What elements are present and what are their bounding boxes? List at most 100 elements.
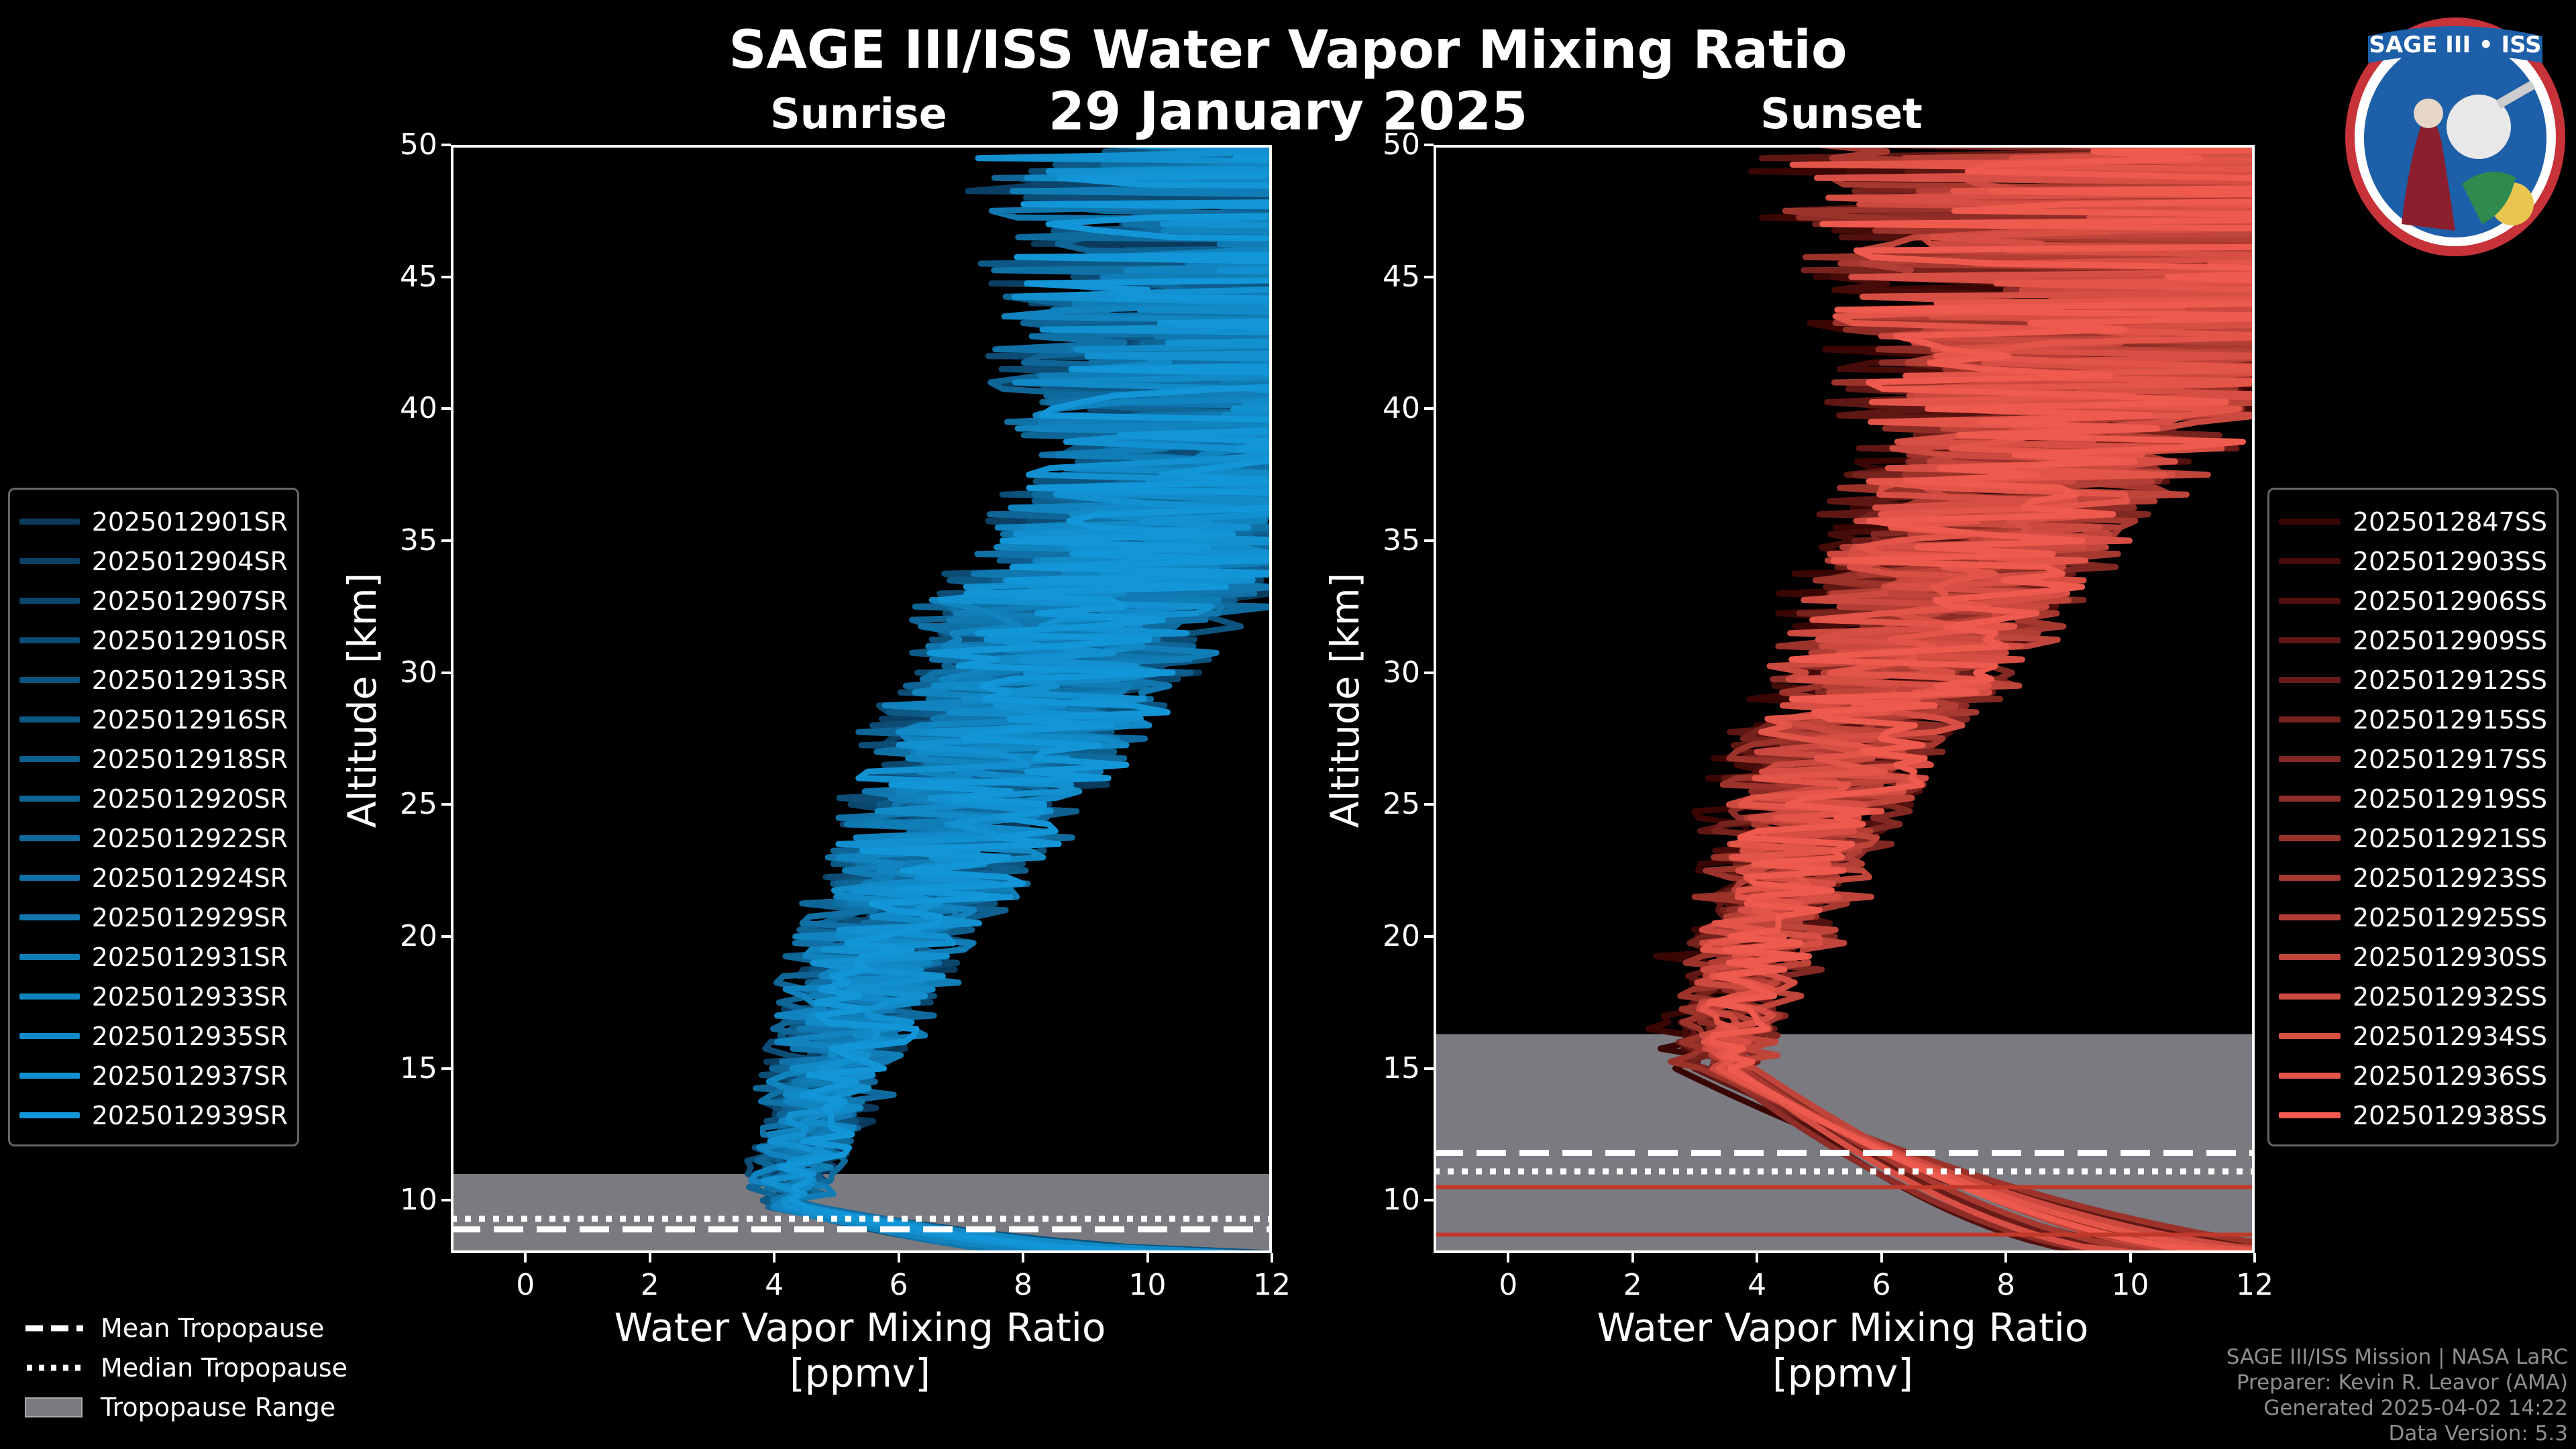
legend-swatch	[2279, 716, 2341, 722]
dotted-line-icon	[27, 1364, 83, 1371]
y-tick-mark	[441, 803, 451, 806]
legend-item-2025012901SR: 2025012901SR	[19, 502, 288, 541]
x-tick-label: 6	[889, 1268, 908, 1302]
legend-label: 2025012909SS	[2352, 625, 2547, 655]
legend-label: 2025012919SS	[2352, 784, 2547, 814]
logo-figure-head	[2414, 99, 2443, 128]
legend-label: 2025012934SS	[2352, 1021, 2547, 1051]
legend-item-2025012847SS: 2025012847SS	[2279, 502, 2547, 541]
y-tick-mark	[1424, 1067, 1434, 1070]
sunrise-legend: 2025012901SR 2025012904SR 2025012907SR 2025…	[8, 488, 299, 1146]
legend-swatch	[2279, 954, 2341, 960]
legend-label: 2025012922SR	[91, 823, 288, 853]
x-tick-mark	[524, 1253, 527, 1263]
y-tick-label: 45	[400, 259, 437, 294]
y-tick-mark	[441, 1067, 451, 1070]
x-tick-mark	[2253, 1253, 2256, 1263]
legend-swatch	[19, 994, 80, 1000]
legend-swatch	[2279, 994, 2341, 1000]
legend-swatch	[2279, 835, 2341, 841]
legend-label: 2025012847SS	[2352, 506, 2547, 537]
x-tick-mark	[1022, 1253, 1025, 1263]
legend-swatch	[19, 1112, 80, 1118]
y-tick-label: 15	[400, 1051, 437, 1085]
y-tick-label: 30	[1383, 655, 1420, 690]
sunset-x-label: Water Vapor Mixing Ratio [ppmv]	[1597, 1305, 2089, 1397]
legend-item-2025012910SR: 2025012910SR	[19, 621, 288, 660]
legend-swatch	[19, 875, 80, 881]
y-tick-label: 45	[1383, 259, 1420, 294]
sage-iss-logo: SAGE III • ISS	[2345, 17, 2565, 256]
x-tick-mark	[2004, 1253, 2008, 1263]
y-tick-label: 10	[400, 1183, 437, 1218]
legend-mean-tropopause: Mean Tropopause	[24, 1308, 347, 1348]
legend-label: 2025012906SS	[2352, 586, 2547, 616]
legend-tropopause-range: Tropopause Range	[24, 1387, 347, 1427]
logo-banner	[2368, 26, 2542, 63]
x-tick-label: 10	[2111, 1268, 2149, 1302]
legend-item-2025012904SR: 2025012904SR	[19, 541, 288, 581]
sunset-legend: 2025012847SS 2025012903SS 2025012906SS 2025…	[2267, 488, 2559, 1146]
legend-item-2025012931SR: 2025012931SR	[19, 937, 288, 977]
y-tick-mark	[1424, 275, 1434, 278]
legend-item-2025012919SS: 2025012919SS	[2279, 779, 2547, 818]
logo-figure-icon	[2402, 119, 2455, 231]
legend-label: 2025012923SS	[2352, 863, 2547, 893]
plot-area	[451, 145, 1272, 1253]
legend-swatch	[2279, 1112, 2341, 1118]
legend-item-2025012937SR: 2025012937SR	[19, 1056, 288, 1095]
legend-item-2025012934SS: 2025012934SS	[2279, 1016, 2547, 1056]
y-tick-label: 20	[400, 919, 437, 953]
legend-item-2025012915SS: 2025012915SS	[2279, 700, 2547, 739]
x-tick-label: 12	[2236, 1268, 2273, 1302]
x-tick-label: 0	[516, 1268, 535, 1302]
legend-item-2025012933SR: 2025012933SR	[19, 977, 288, 1016]
legend-item-2025012939SR: 2025012939SR	[19, 1095, 288, 1135]
x-tick-mark	[1507, 1253, 1510, 1263]
legend-swatch	[2279, 1073, 2341, 1079]
x-tick-mark	[1631, 1253, 1634, 1263]
legend-label: 2025012907SR	[91, 586, 288, 616]
legend-label: 2025012903SS	[2352, 546, 2547, 576]
x-tick-mark	[1271, 1253, 1273, 1263]
legend-swatch	[2279, 558, 2341, 564]
y-tick-mark	[441, 1199, 451, 1202]
legend-label: 2025012929SR	[91, 902, 288, 932]
legend-label: 2025012916SR	[91, 704, 288, 735]
y-tick-mark	[441, 144, 451, 146]
y-tick-mark	[441, 539, 451, 542]
x-tick-mark	[897, 1253, 900, 1263]
sunrise-y-label: Altitude [km]	[339, 572, 385, 828]
figure-date: 29 January 2025	[1048, 82, 1528, 142]
legend-swatch	[2279, 796, 2341, 802]
plot-area	[1434, 145, 2255, 1253]
legend-label: 2025012925SS	[2352, 902, 2547, 932]
legend-swatch	[19, 716, 80, 722]
legend-label: 2025012913SR	[91, 665, 288, 695]
x-tick-mark	[1756, 1253, 1759, 1263]
legend-label: 2025012910SR	[91, 625, 288, 655]
legend-swatch	[19, 598, 80, 604]
legend-swatch	[2279, 677, 2341, 683]
legend-item-2025012938SS: 2025012938SS	[2279, 1095, 2547, 1135]
x-tick-label: 10	[1128, 1268, 1167, 1302]
x-tick-label: 2	[640, 1268, 659, 1302]
legend-label: 2025012930SS	[2352, 942, 2547, 972]
legend-swatch	[2279, 914, 2341, 920]
legend-swatch	[19, 835, 80, 841]
legend-item-2025012909SS: 2025012909SS	[2279, 621, 2547, 660]
y-tick-label: 35	[400, 523, 437, 557]
legend-swatch	[19, 558, 80, 564]
legend-label: 2025012936SS	[2352, 1061, 2547, 1091]
legend-item-2025012924SR: 2025012924SR	[19, 858, 288, 898]
legend-item-2025012913SR: 2025012913SR	[19, 660, 288, 700]
legend-label: 2025012901SR	[91, 506, 288, 537]
legend-swatch	[2279, 598, 2341, 604]
y-tick-label: 50	[1383, 127, 1420, 162]
legend-label: 2025012938SS	[2352, 1100, 2547, 1130]
logo-top-text: SAGE III • ISS	[2369, 32, 2541, 58]
y-tick-label: 50	[400, 127, 437, 162]
credits-mission: SAGE III/ISS Mission | NASA LaRC	[2226, 1345, 2568, 1369]
x-tick-label: 2	[1623, 1268, 1642, 1302]
legend-label: 2025012912SS	[2352, 665, 2547, 695]
